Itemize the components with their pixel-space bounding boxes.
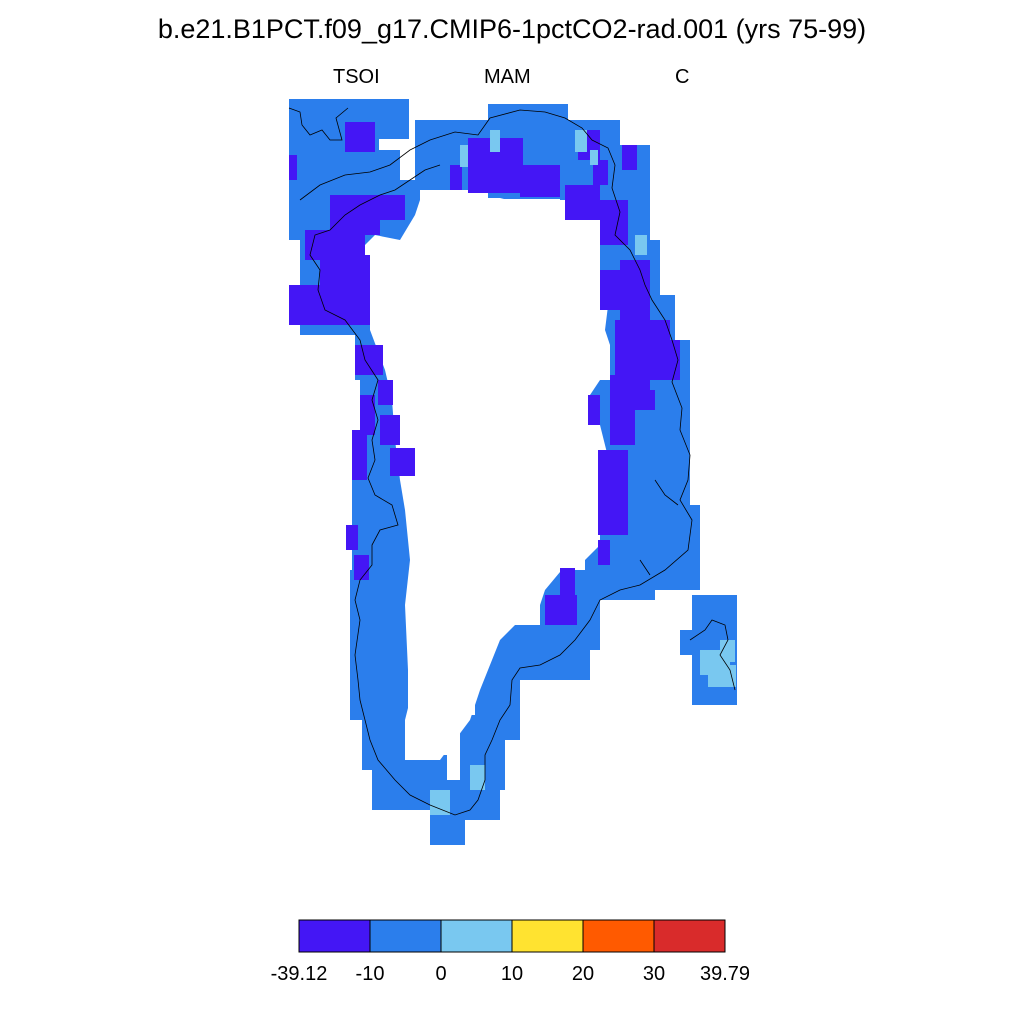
field-cell	[354, 555, 369, 580]
field-cell	[635, 390, 655, 410]
field-cell	[560, 568, 575, 598]
field-cell	[635, 235, 647, 255]
field-cell	[490, 130, 500, 152]
field-cell	[593, 160, 608, 185]
field-cell	[650, 340, 680, 380]
variable-label: TSOI	[333, 66, 380, 88]
ice-sheet-interior	[355, 198, 610, 760]
field-cell	[720, 640, 735, 662]
colorbar-label: 30	[643, 963, 665, 985]
colorbar-label: -10	[356, 963, 385, 985]
season-label: MAM	[484, 66, 531, 88]
colorbar-box	[582, 919, 655, 953]
colorbar-label: -39.12	[271, 963, 328, 985]
field-cell	[289, 285, 344, 325]
field-cell	[450, 165, 462, 190]
field-cell	[378, 380, 393, 405]
greenland-map	[288, 99, 737, 845]
field-cell	[460, 145, 468, 167]
field-cell	[430, 790, 450, 815]
colorbar: -39.12 -10 0 10 20 30 39.79	[271, 919, 750, 985]
field-cell	[708, 665, 736, 687]
colorbar-box	[653, 919, 726, 953]
field-cell	[590, 150, 598, 165]
colorbar-label: 20	[572, 963, 594, 985]
map-title: b.e21.B1PCT.f09_g17.CMIP6-1pctCO2-rad.00…	[157, 14, 867, 44]
field-cell	[600, 270, 620, 310]
colorbar-label: 39.79	[700, 963, 750, 985]
field-cold	[289, 122, 680, 625]
field-cell	[390, 448, 415, 476]
field-cell	[430, 810, 465, 845]
field-cell	[598, 450, 628, 535]
field-cell	[575, 130, 587, 152]
field-cell	[355, 345, 383, 375]
field-cell	[520, 165, 560, 197]
coastline	[288, 107, 736, 816]
colorbar-box	[440, 919, 513, 953]
field-cell	[470, 765, 485, 790]
colorbar-box	[298, 919, 371, 953]
field-cell	[598, 540, 610, 565]
field-cell	[622, 145, 637, 170]
field-cell	[346, 525, 358, 550]
field-cell	[610, 395, 635, 445]
field-cell	[565, 185, 600, 220]
field-cell	[352, 430, 367, 480]
field-cell	[330, 195, 380, 235]
field-cell	[380, 415, 400, 445]
field-cell	[680, 630, 700, 655]
colorbar-box	[511, 919, 584, 953]
field-cell	[635, 505, 700, 590]
field-cell	[350, 570, 408, 720]
field-cell	[289, 155, 297, 180]
field-mild	[430, 130, 736, 815]
units-label: C	[675, 66, 690, 88]
field-cell	[545, 595, 577, 625]
field-cell	[600, 200, 628, 245]
field-cell	[620, 260, 650, 325]
colorbar-label: 10	[501, 963, 523, 985]
field-cell	[345, 122, 375, 152]
field-cell	[380, 195, 405, 220]
colorbar-label: 0	[435, 963, 446, 985]
field-cell	[588, 395, 600, 425]
colorbar-box	[369, 919, 442, 953]
field-cell	[360, 395, 375, 435]
